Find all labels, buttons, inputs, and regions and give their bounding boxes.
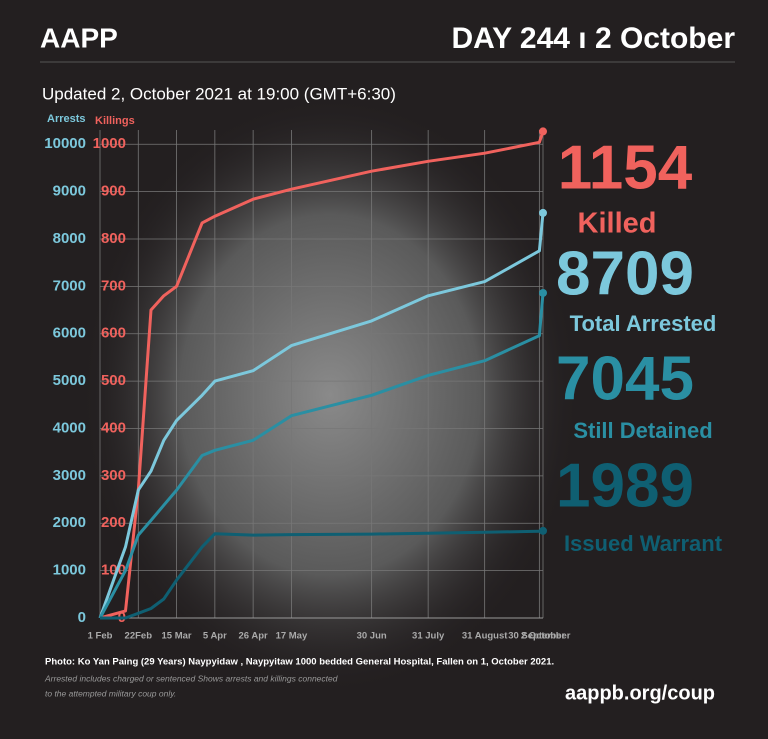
series-line (99, 130, 545, 620)
x-tick-label: 26 Apr (239, 631, 269, 642)
stat-value: 7045 (556, 344, 694, 413)
y-tick-label: 7000 (53, 277, 86, 294)
y2-tick-label: 400 (101, 419, 126, 436)
stat-label: Issued Warrant (564, 531, 723, 556)
stat-value: 1989 (556, 451, 694, 520)
note: to the attempted military coup only. (45, 688, 176, 698)
source: aappb.org/coup (565, 682, 715, 704)
stat-label: Killed (578, 208, 657, 240)
subtitle: Updated 2, October 2021 at 19:00 (GMT+6:… (42, 84, 396, 103)
x-tick-label: 22Feb (125, 631, 153, 642)
y2-tick-label: 800 (101, 230, 126, 247)
series-line (98, 292, 545, 619)
stat-label: Total Arrested (570, 311, 717, 336)
series-line (100, 529, 544, 620)
note: Arrested includes charged or sentenced S… (44, 673, 338, 683)
x-tick-label: 31 July (412, 631, 445, 642)
stat-label: Still Detained (573, 418, 712, 443)
end-point (539, 127, 547, 136)
stat-value: 8709 (556, 239, 694, 308)
x-tick-label: 30 Jun (357, 631, 387, 642)
y-tick-label: 10000 (44, 135, 86, 152)
y2-tick-label: 700 (101, 277, 126, 294)
y2-tick-label: 900 (101, 183, 126, 200)
y2-tick-label: 300 (101, 467, 126, 484)
x-tick-label: 30 September (508, 631, 571, 642)
x-tick-label: 2 October (521, 631, 566, 642)
y-tick-label: 8000 (53, 230, 86, 247)
y-axis-label: Arrests (47, 113, 86, 125)
y2-tick-label: 200 (101, 514, 126, 531)
y-tick-label: 6000 (53, 325, 86, 342)
end-point (539, 288, 547, 297)
chart-title: DAY 244 ı 2 October (452, 22, 736, 55)
x-tick-label: 15 Mar (162, 631, 192, 642)
x-tick-label: 5 Apr (203, 631, 227, 642)
header: AAPP (40, 22, 118, 53)
y-tick-label: 3000 (53, 467, 86, 484)
end-point (539, 526, 547, 535)
y-tick-label: 1000 (53, 562, 86, 579)
y-tick-label: 9000 (53, 183, 86, 200)
y-tick-label: 5000 (53, 372, 86, 389)
y2-axis-label: Killings (95, 115, 135, 127)
stat-value: 1154 (558, 133, 693, 202)
end-point (539, 208, 547, 217)
y-tick-label: 4000 (53, 419, 86, 436)
x-tick-label: 1 Feb (88, 631, 113, 642)
x-tick-label: 31 August (462, 631, 508, 642)
x-tick-label: 17 May (276, 631, 308, 642)
series-line (98, 212, 545, 619)
y2-tick-label: 1000 (93, 135, 126, 152)
caption: Photo: Ko Yan Paing (29 Years) Naypyidaw… (45, 657, 554, 668)
y-tick-label: 2000 (53, 514, 86, 531)
y2-tick-label: 500 (101, 372, 126, 389)
y2-tick-label: 600 (101, 325, 126, 342)
y-tick-label: 0 (78, 609, 86, 626)
